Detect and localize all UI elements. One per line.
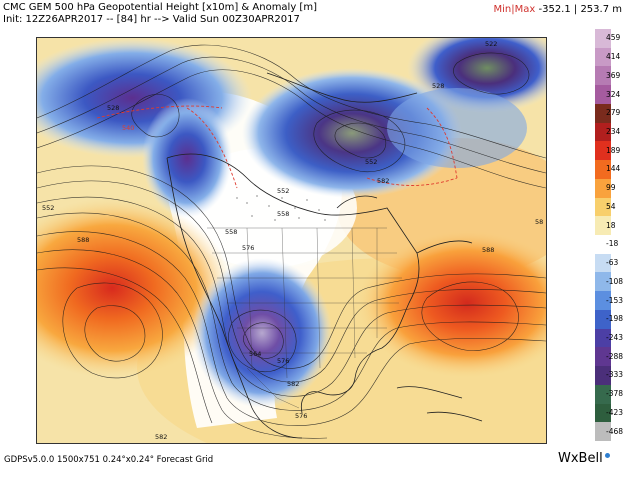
contour-label: 552 <box>277 187 289 195</box>
colorbar-tick-label: 459 <box>606 33 621 43</box>
colorbar-segment <box>595 272 611 292</box>
min-max-value: -352.1 | 253.7 m <box>538 4 622 15</box>
colorbar-segment <box>595 366 611 386</box>
colorbar-segment <box>595 103 611 124</box>
colorbar-tick-label: 414 <box>606 52 621 62</box>
colorbar-segment <box>595 309 611 330</box>
colorbar-segment <box>595 47 611 67</box>
colorbar-segment <box>595 253 611 273</box>
colorbar-segment <box>595 29 611 49</box>
contour-label: 522 <box>485 40 497 48</box>
anomaly-map: 522 528 540 552 558 558 576 552 582 588 … <box>36 37 547 444</box>
colorbar-tick-label: 189 <box>606 145 621 155</box>
colorbar-segment <box>595 141 611 161</box>
map-title: CMC GEM 500 hPa Geopotential Height [x10… <box>3 2 317 13</box>
colorbar-segment <box>595 384 611 405</box>
anomaly-colorbar <box>595 29 611 442</box>
contour-label: 582 <box>155 433 167 441</box>
contour-label: 576 <box>277 357 289 365</box>
init-valid-line: Init: 12Z26APR2017 -- [84] hr --> Valid … <box>3 14 300 25</box>
contour-label: 540 <box>122 124 134 132</box>
colorbar-tick-label: -63 <box>606 258 619 268</box>
colorbar-segment <box>595 235 611 255</box>
contour-label: 582 <box>377 177 389 185</box>
colorbar-tick-label: -378 <box>606 389 624 399</box>
contour-label: 552 <box>42 204 54 212</box>
logo-dot-icon <box>604 453 610 458</box>
colorbar-tick-label: -333 <box>606 370 624 380</box>
colorbar-tick-label: -243 <box>606 333 624 342</box>
colorbar-segment <box>595 328 611 348</box>
colorbar-tick-label: 234 <box>606 127 621 136</box>
colorbar-tick-label: 144 <box>606 164 621 174</box>
colorbar-tick-label: 54 <box>606 201 616 211</box>
min-max-label: Min|Max <box>493 4 536 15</box>
colorbar-tick-label: -108 <box>606 276 624 286</box>
colorbar-segment <box>595 197 611 217</box>
contour-label: 528 <box>107 104 119 112</box>
contour-label: 528 <box>432 82 444 90</box>
contour-label: 576 <box>242 244 254 252</box>
colorbar-segment <box>595 160 611 180</box>
colorbar-segment <box>595 216 611 236</box>
colorbar-tick-label: -198 <box>606 314 624 324</box>
colorbar-tick-label: 279 <box>606 108 621 118</box>
colorbar-segment <box>595 85 611 105</box>
brand-text: WxBell <box>558 451 603 466</box>
contour-label: 558 <box>225 228 237 236</box>
contour-label: 588 <box>482 246 494 254</box>
colorbar-tick-label: 99 <box>606 183 616 193</box>
colorbar-segment <box>595 66 611 86</box>
colorbar-tick-label: -18 <box>606 239 619 249</box>
contour-label: 58 <box>535 218 543 226</box>
min-max-readout: Min|Max -352.1 | 253.7 m <box>494 4 623 16</box>
colorbar-segment <box>595 178 611 199</box>
contour-label: 582 <box>287 380 299 388</box>
colorbar-tick-label: -288 <box>606 351 624 361</box>
contour-label: 576 <box>295 412 307 420</box>
colorbar-tick-label: 18 <box>606 220 616 230</box>
colorbar-segment <box>595 422 611 442</box>
colorbar-tick-label: 369 <box>606 70 621 80</box>
colorbar-tick-label: -153 <box>606 295 624 305</box>
colorbar-segment <box>595 122 611 142</box>
colorbar-tick-label: -468 <box>606 426 624 436</box>
colorbar-tick-label: -423 <box>606 407 624 417</box>
colorbar-segment <box>595 347 611 367</box>
model-grid-footer: GDPSv5.0.0 1500x751 0.24°x0.24° Forecast… <box>4 455 214 465</box>
wxbell-logo: WxBell <box>558 451 610 466</box>
colorbar-segment <box>595 403 611 423</box>
colorbar-segment <box>595 291 611 311</box>
contour-label: 588 <box>77 236 89 244</box>
colorbar-tick-label: 324 <box>606 89 621 99</box>
contour-label: 558 <box>277 210 289 218</box>
contour-label: 564 <box>249 350 261 358</box>
contour-label: 552 <box>365 158 377 166</box>
